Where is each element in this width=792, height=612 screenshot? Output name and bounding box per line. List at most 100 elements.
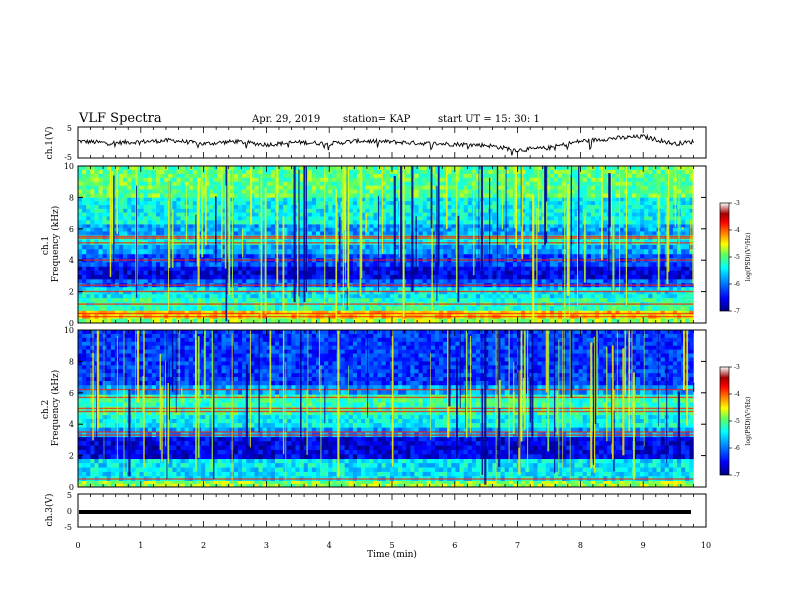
spectrogram-cell — [287, 310, 292, 315]
spectrogram-cell — [451, 253, 456, 259]
spectrogram-cell — [106, 220, 112, 225]
spectrogram-cell — [238, 266, 243, 271]
spectrogram-cell — [307, 224, 313, 229]
spectrogram-cell — [98, 216, 103, 221]
spectrogram-cell — [660, 310, 666, 315]
spectrogram-cell — [369, 244, 374, 250]
spectrogram-cell — [254, 253, 259, 259]
spectrogram-cell — [82, 224, 87, 229]
spectrogram-cell — [599, 306, 604, 311]
spectrogram-cell — [636, 279, 641, 284]
spectrogram-cell — [287, 290, 292, 295]
spectrogram-cell — [217, 224, 222, 229]
spectrogram-cell — [627, 290, 633, 295]
spectrogram-cell — [155, 306, 161, 311]
spectrogram-cell — [151, 253, 157, 259]
spectrogram-cell — [143, 266, 149, 271]
spectrogram-cell — [594, 169, 600, 175]
spectrogram-cell — [578, 208, 583, 213]
spectrogram-cell — [242, 306, 247, 311]
spectrogram-cell — [541, 318, 547, 324]
spectrogram-cell — [545, 266, 551, 271]
spectrogram-cell — [279, 274, 284, 280]
spectrogram-cell — [681, 266, 686, 271]
spectrogram-cell — [365, 318, 370, 324]
spectrogram-cell — [221, 249, 226, 255]
spectrogram-cell — [385, 262, 391, 267]
spectrogram-cell — [512, 270, 518, 276]
spectrogram-cell — [78, 197, 83, 202]
spectrogram-cell — [385, 279, 391, 284]
spectrogram-cell — [447, 231, 452, 236]
spectrogram-cell — [644, 286, 649, 291]
spectrogram-cell — [521, 227, 526, 232]
spectrogram-cell — [361, 253, 366, 259]
spectrogram-cell — [369, 294, 374, 299]
start-time-label: start UT = 15: 30: 1 — [438, 114, 540, 125]
spectrogram-cell — [78, 216, 83, 221]
spectrogram-cell — [78, 274, 83, 280]
spectrogram-cell — [480, 297, 485, 303]
spectrogram-cell — [242, 318, 247, 324]
spectrogram-cell — [426, 274, 432, 280]
spectrogram-cell — [123, 224, 128, 229]
spectrogram-cell — [393, 220, 399, 225]
spectrogram-cell — [123, 231, 128, 236]
spectrogram-cell — [233, 270, 239, 276]
spectrogram-cell — [439, 253, 444, 259]
spectrogram-cell — [324, 201, 329, 206]
spectrogram-cell — [78, 201, 83, 206]
spectrogram-cell — [689, 266, 694, 271]
spectrogram-cell — [238, 166, 243, 171]
spectrogram-cell — [385, 306, 391, 311]
spectrogram-cell — [209, 286, 214, 291]
spectrogram-cell — [410, 318, 415, 324]
spectrogram-cell — [681, 244, 686, 250]
spectrogram-cell — [447, 286, 452, 291]
spectrogram-cell — [86, 286, 91, 291]
spectrogram-cell — [336, 294, 341, 299]
spectrogram-cell — [525, 169, 530, 175]
spectrogram-cell — [246, 205, 251, 210]
spectrogram-cell — [430, 274, 436, 280]
spectrogram-cell — [168, 249, 173, 255]
spectrogram-cell — [414, 201, 419, 206]
spectrogram-cell — [279, 244, 284, 250]
spectrogram-cell — [418, 201, 423, 206]
spectrogram-cell — [86, 212, 91, 217]
spectrogram-cell — [484, 290, 489, 295]
spectrogram-cell — [685, 227, 690, 232]
spectrogram-cell — [221, 266, 226, 271]
spectrogram-cell — [225, 270, 231, 276]
spectrogram-cell — [422, 279, 428, 284]
spectrogram-cell — [512, 262, 518, 267]
spectrogram-cell — [619, 224, 624, 229]
spectrogram-cell — [168, 173, 173, 179]
spectrogram-cell — [377, 208, 382, 213]
spectrogram-cell — [164, 290, 169, 295]
spectrogram-cell — [98, 201, 103, 206]
spectrogram-cell — [238, 297, 243, 303]
spectrogram-cell — [180, 270, 185, 276]
spectrogram-cell — [599, 286, 604, 291]
spectrogram-cell — [636, 231, 641, 236]
spectrogram-cell — [381, 286, 387, 291]
spectrogram-cell — [578, 216, 583, 221]
spectrogram-cell — [82, 318, 87, 324]
spectrogram-cell — [640, 290, 645, 295]
spectrogram-cell — [582, 290, 588, 295]
spectrogram-cell — [603, 205, 608, 210]
spectrogram-cell — [352, 224, 358, 229]
spectrogram-cell — [652, 286, 657, 291]
spectrogram-cell — [599, 270, 604, 276]
spectrogram-cell — [664, 286, 670, 291]
spectrogram-cell — [537, 279, 542, 284]
spectrogram-cell — [238, 253, 243, 259]
spectrogram-cell — [582, 205, 588, 210]
spectrogram-cell — [689, 169, 694, 175]
spectrogram-cell — [114, 306, 120, 311]
spectrogram-cell — [590, 227, 596, 232]
spectrogram-cell — [242, 266, 247, 271]
spectrogram-cell — [233, 294, 239, 299]
spectrogram-cell — [619, 201, 624, 206]
